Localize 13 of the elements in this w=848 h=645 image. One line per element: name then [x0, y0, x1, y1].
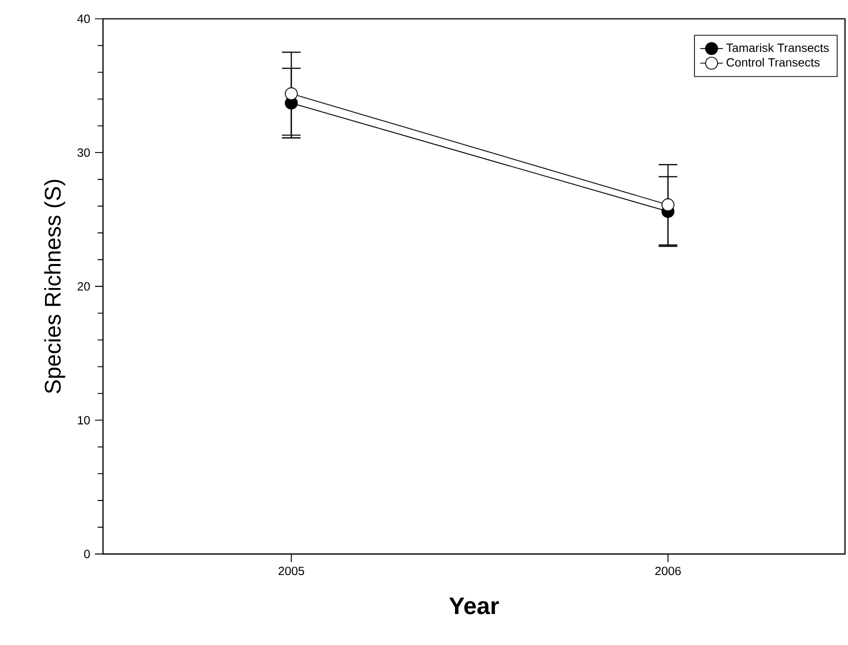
y-tick-label: 20 — [78, 282, 90, 291]
y-tick-label: 0 — [84, 550, 90, 558]
x-tick-label: 2005 — [278, 566, 304, 576]
y-axis-title: Species Richness (S) — [44, 180, 66, 394]
legend-label: Tamarisk Transects — [726, 43, 829, 52]
point — [284, 87, 298, 100]
y-tick-label: 10 — [78, 416, 90, 424]
x-tick-label: 2006 — [655, 566, 681, 576]
x-axis-title: Year — [449, 598, 499, 614]
y-tick-label: 40 — [77, 14, 90, 24]
legend-label: Control Transects — [726, 58, 820, 67]
y-tick-label: 30 — [77, 148, 90, 157]
point — [662, 198, 674, 212]
